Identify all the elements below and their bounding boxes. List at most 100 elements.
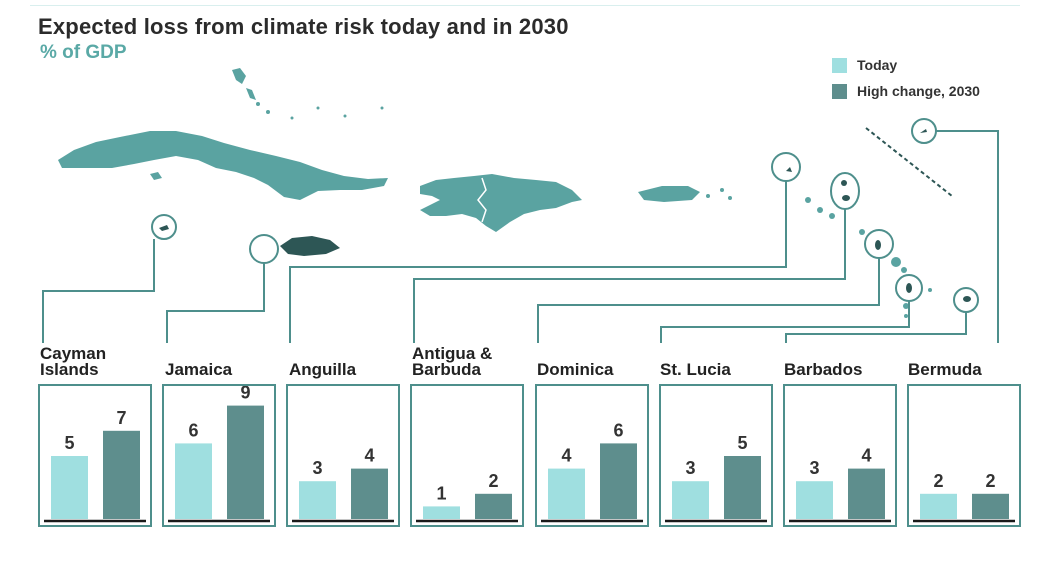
country-label-jamaica: Jamaica [165, 360, 233, 379]
country-label-cayman: Cayman Islands [40, 344, 107, 379]
bar-today-dominica [548, 468, 585, 519]
antigua-callout-circle [830, 172, 860, 210]
value-label-2030-jamaica: 9 [240, 386, 250, 403]
bar-today-barbados [796, 481, 833, 519]
island [805, 197, 811, 203]
stlucia-leader [660, 301, 910, 343]
bahamas-island [256, 102, 260, 106]
value-label-2030-dominica: 6 [613, 420, 623, 440]
bahamas-island [290, 116, 294, 120]
bar-chart-stlucia: 35 [665, 433, 767, 523]
island [829, 213, 835, 219]
country-label-bermuda: Bermuda [908, 360, 982, 379]
legend-label-today: Today [857, 57, 898, 73]
country-label-dominica: Dominica [537, 360, 614, 379]
haiti-dr-border [477, 177, 487, 223]
bahamas-island [316, 106, 320, 110]
country-label-anguilla: Anguilla [289, 360, 357, 379]
legend-swatch-today [832, 57, 847, 73]
island [817, 207, 823, 213]
bar-today-anguilla [299, 481, 336, 519]
bar-chart-cayman: 57 [44, 408, 146, 523]
bar-2030-anguilla [351, 468, 388, 519]
chart-subtitle: % of GDP [40, 42, 127, 63]
bahamas-island [266, 110, 270, 114]
value-label-2030-antigua: 2 [488, 471, 498, 491]
bar-chart-barbados: 34 [789, 446, 891, 523]
value-label-2030-barbados: 4 [861, 446, 871, 466]
legend-swatch-2030 [832, 83, 847, 99]
value-label-today-barbados: 3 [809, 458, 819, 478]
island [904, 314, 908, 318]
legend-item-2030: High change, 2030 [832, 78, 980, 104]
island [901, 267, 907, 273]
bar-2030-barbados [848, 468, 885, 519]
bar-2030-cayman [103, 430, 140, 519]
value-label-today-cayman: 5 [64, 433, 74, 453]
bahamas-island [246, 88, 256, 100]
jamaica-callout-circle [249, 234, 279, 264]
country-label-barbados: Barbados [784, 360, 863, 379]
bar-today-cayman [51, 456, 88, 519]
jamaica-leader [166, 263, 265, 343]
antigua-leader [413, 209, 846, 343]
anguilla-callout-circle [771, 152, 801, 182]
cayman-leader [42, 239, 155, 343]
legend-item-today: Today [832, 52, 980, 78]
bar-chart-anguilla: 34 [292, 446, 394, 523]
island [891, 257, 901, 267]
jamaica-island [280, 236, 340, 256]
island [859, 229, 865, 235]
isla-de-juventud [150, 172, 162, 180]
country-label-stlucia: St. Lucia [660, 360, 731, 379]
value-label-today-bermuda: 2 [933, 471, 943, 491]
bar-today-jamaica [175, 443, 212, 519]
bahamas-island [343, 114, 347, 118]
island [706, 194, 710, 198]
value-label-2030-stlucia: 5 [737, 433, 747, 453]
island [928, 288, 932, 292]
bar-2030-dominica [600, 443, 637, 519]
bar-chart-dominica: 46 [541, 420, 643, 523]
bar-chart-jamaica: 69 [168, 386, 270, 523]
bermuda-leader [936, 130, 999, 343]
top-rule [30, 5, 1020, 6]
anguilla-leader [289, 181, 787, 343]
value-label-today-antigua: 1 [436, 483, 446, 503]
value-label-today-anguilla: 3 [312, 458, 322, 478]
island [728, 196, 732, 200]
bahamas-island [232, 68, 246, 84]
island [903, 303, 909, 309]
value-label-today-stlucia: 3 [685, 458, 695, 478]
bar-chart-antigua: 12 [416, 471, 518, 523]
value-label-2030-anguilla: 4 [364, 446, 374, 466]
bahamas-island [380, 106, 384, 110]
bar-today-stlucia [672, 481, 709, 519]
dominica-leader [537, 258, 880, 343]
bermuda-inset-line [865, 127, 953, 197]
value-label-2030-bermuda: 2 [985, 471, 995, 491]
hispaniola-island [420, 174, 582, 232]
bar-today-antigua [423, 506, 460, 519]
bar-2030-stlucia [724, 456, 761, 519]
value-label-today-dominica: 4 [561, 446, 571, 466]
cuba-island [58, 131, 388, 200]
legend-label-2030: High change, 2030 [857, 83, 980, 99]
puerto-rico-island [638, 186, 700, 202]
country-label-antigua: Antigua & Barbuda [412, 344, 493, 379]
bar-2030-jamaica [227, 405, 264, 519]
legend: Today High change, 2030 [832, 52, 980, 104]
bar-2030-bermuda [972, 493, 1009, 519]
value-label-today-jamaica: 6 [188, 420, 198, 440]
barbados-leader [785, 312, 967, 343]
chart-title: Expected loss from climate risk today an… [38, 14, 569, 39]
